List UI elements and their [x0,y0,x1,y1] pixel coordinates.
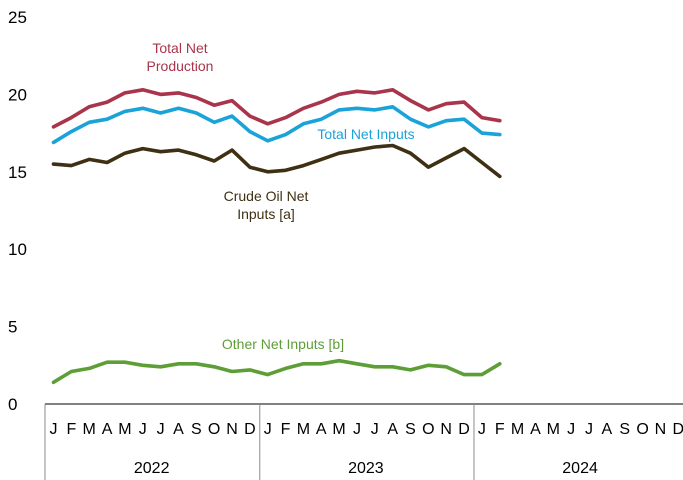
y-tick-label: 5 [8,318,17,337]
series-line [51,143,502,179]
month-tick-label: M [118,421,131,438]
month-tick-label: O [208,421,220,438]
month-tick-label: S [619,421,630,438]
month-tick-label: J [139,421,147,438]
month-tick-label: M [83,421,96,438]
month-tick-label: J [353,421,361,438]
y-tick-label: 20 [8,85,27,104]
series-line [51,88,502,129]
series-label: Crude Oil Net Inputs [a] [224,188,309,222]
series-layer [51,88,502,385]
month-tick-label: J [371,421,379,438]
month-tick-label: F [495,421,505,438]
year-tick-label: 2022 [134,460,170,477]
series-line [51,105,502,145]
month-tick-label: A [530,421,541,438]
month-tick-label: F [281,421,291,438]
month-tick-label: A [387,421,398,438]
month-tick-label: A [602,421,613,438]
month-tick-label: J [264,421,272,438]
month-tick-label: M [511,421,524,438]
month-tick-label: J [478,421,486,438]
series-label: Total Net Inputs [317,126,414,142]
month-tick-label: D [458,421,470,438]
month-tick-label: J [157,421,165,438]
month-tick-label: M [297,421,310,438]
month-tick-label: N [655,421,667,438]
year-tick-label: 2024 [562,460,598,477]
month-tick-label: A [316,421,327,438]
month-tick-label: J [567,421,575,438]
month-tick-label: F [66,421,76,438]
month-tick-label: N [226,421,238,438]
series-line [51,358,502,385]
month-tick-label: O [422,421,434,438]
year-tick-label: 2023 [348,460,384,477]
series-label: Total Net Production [147,40,214,74]
month-tick-label: D [672,421,683,438]
y-tick-label: 15 [8,163,27,182]
month-tick-label: M [332,421,345,438]
month-tick-label: M [547,421,560,438]
month-tick-label: D [244,421,256,438]
month-tick-label: S [405,421,416,438]
month-tick-label: O [636,421,648,438]
month-tick-label: S [191,421,202,438]
y-tick-label: 0 [8,395,17,414]
month-tick-label: A [102,421,113,438]
month-tick-label: A [173,421,184,438]
series-label: Other Net Inputs [b] [222,336,344,352]
series-labels: Total Net Production Total Net Inputs Crude… [147,40,415,352]
y-tick-label: 25 [8,8,27,27]
month-tick-label: J [585,421,593,438]
y-tick-label: 10 [8,240,27,259]
month-tick-label: J [50,421,58,438]
month-tick-label: N [440,421,452,438]
